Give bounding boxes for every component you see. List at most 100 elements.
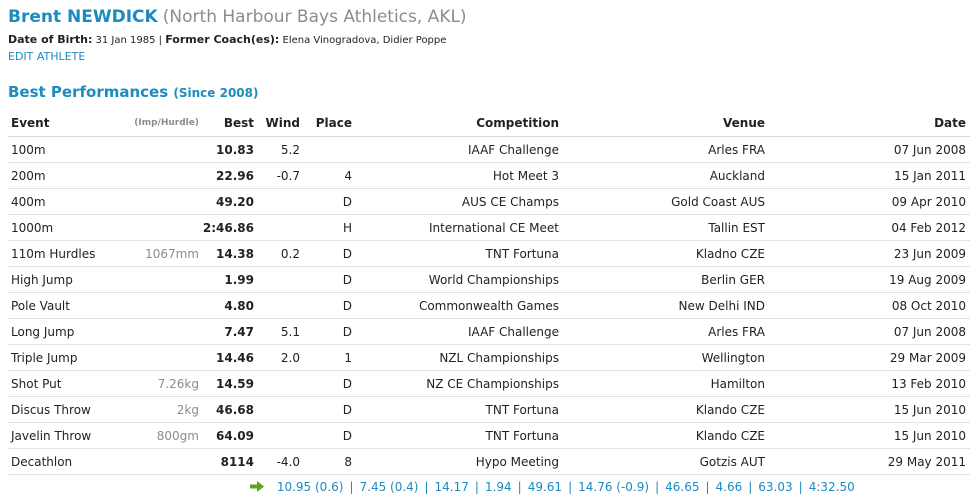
cell-wind: 2.0 — [254, 344, 300, 371]
cell-venue: Kladno CZE — [559, 240, 765, 267]
cell-event: 200m — [8, 162, 121, 189]
cell-imp — [121, 266, 199, 293]
breakdown-value-link[interactable]: 14.76 (-0.9) — [578, 480, 650, 494]
cell-place: D — [300, 188, 352, 215]
cell-competition: Hypo Meeting — [352, 448, 559, 475]
edit-athlete-link[interactable]: EDIT ATHLETE — [8, 50, 86, 63]
cell-imp: 800gm — [121, 422, 199, 449]
header-wind: Wind — [254, 110, 300, 137]
cell-venue: Tallin EST — [559, 214, 765, 241]
header-venue: Venue — [559, 110, 765, 137]
breakdown-value-link[interactable]: 14.17 — [434, 480, 469, 494]
cell-imp — [121, 188, 199, 215]
cell-date: 07 Jun 2008 — [765, 136, 970, 163]
cell-place: D — [300, 422, 352, 449]
breakdown-value-link[interactable]: 46.65 — [665, 480, 700, 494]
arrow-right-icon — [250, 481, 264, 492]
table-row: Decathlon 8114 -4.0 8 Hypo Meeting Gotzis AUT… — [8, 448, 970, 475]
cell-date: 29 May 2011 — [765, 448, 970, 475]
cell-imp — [121, 344, 199, 371]
cell-date: 15 Jun 2010 — [765, 396, 970, 423]
table-row: Discus Throw 2kg 46.68 D TNT Fortuna Klando C… — [8, 396, 970, 423]
dob-value: 31 Jan 1985 — [95, 35, 156, 46]
cell-venue: Klando CZE — [559, 396, 765, 423]
cell-date: 07 Jun 2008 — [765, 318, 970, 345]
cell-competition: TNT Fortuna — [352, 396, 559, 423]
athlete-header: Brent NEWDICK (North Harbour Bays Athlet… — [8, 7, 968, 27]
breakdown-value-link[interactable]: 49.61 — [527, 480, 563, 494]
cell-wind — [254, 214, 300, 241]
decathlon-breakdown: 10.95 (0.6) | 7.45 (0.4) | 14.17 | 1.94 | 49.61 |… — [250, 480, 855, 494]
table-row: 400m 49.20 D AUS CE Champs Gold Coast AUS 09 … — [8, 188, 970, 215]
breakdown-separator: | — [349, 480, 354, 494]
breakdown-value-link[interactable]: 4:32.50 — [808, 480, 855, 494]
cell-wind: 5.1 — [254, 318, 300, 345]
cell-date: 08 Oct 2010 — [765, 292, 970, 319]
cell-event: 400m — [8, 188, 121, 215]
table-row: 1000m 2:46.86 H International CE Meet Tallin… — [8, 214, 970, 241]
breakdown-separator: | — [655, 480, 660, 494]
section-title: Best Performances (Since 2008) — [8, 83, 259, 101]
cell-best: 14.38 — [199, 240, 254, 267]
cell-place: D — [300, 370, 352, 397]
cell-imp: 2kg — [121, 396, 199, 423]
cell-date: 09 Apr 2010 — [765, 188, 970, 215]
header-event: Event — [8, 110, 121, 137]
meta-separator: | — [158, 35, 163, 46]
cell-competition: Commonwealth Games — [352, 292, 559, 319]
performances-table: Event (Imp/Hurdle) Best Wind Place Compe… — [8, 110, 970, 475]
cell-best: 7.47 — [199, 318, 254, 345]
breakdown-value-link[interactable]: 7.45 (0.4) — [359, 480, 419, 494]
cell-wind — [254, 188, 300, 215]
cell-wind — [254, 266, 300, 293]
cell-event: 100m — [8, 136, 121, 163]
cell-place: 1 — [300, 344, 352, 371]
cell-event: Discus Throw — [8, 396, 121, 423]
cell-competition: World Championships — [352, 266, 559, 293]
cell-date: 13 Feb 2010 — [765, 370, 970, 397]
header-competition: Competition — [352, 110, 559, 137]
breakdown-value-link[interactable]: 4.66 — [715, 480, 743, 494]
cell-best: 2:46.86 — [199, 214, 254, 241]
cell-venue: Arles FRA — [559, 318, 765, 345]
cell-best: 14.46 — [199, 344, 254, 371]
cell-event: Javelin Throw — [8, 422, 121, 449]
section-title-text: Best Performances — [8, 83, 169, 101]
breakdown-value-link[interactable]: 1.94 — [484, 480, 512, 494]
cell-venue: Hamilton — [559, 370, 765, 397]
cell-venue: Arles FRA — [559, 136, 765, 163]
cell-venue: New Delhi IND — [559, 292, 765, 319]
cell-best: 64.09 — [199, 422, 254, 449]
athlete-meta: Date of Birth: 31 Jan 1985 | Former Coac… — [8, 33, 446, 46]
breakdown-value-link[interactable]: 63.03 — [758, 480, 793, 494]
cell-competition: TNT Fortuna — [352, 240, 559, 267]
cell-imp — [121, 162, 199, 189]
cell-best: 49.20 — [199, 188, 254, 215]
breakdown-separator: | — [798, 480, 803, 494]
cell-best: 8114 — [199, 448, 254, 475]
cell-date: 23 Jun 2009 — [765, 240, 970, 267]
cell-wind: -4.0 — [254, 448, 300, 475]
breakdown-separator: | — [748, 480, 753, 494]
cell-competition: IAAF Challenge — [352, 318, 559, 345]
cell-competition: TNT Fortuna — [352, 422, 559, 449]
breakdown-value-link[interactable]: 10.95 (0.6) — [276, 480, 344, 494]
cell-imp — [121, 292, 199, 319]
cell-event: Decathlon — [8, 448, 121, 475]
cell-best: 22.96 — [199, 162, 254, 189]
breakdown-separator: | — [705, 480, 710, 494]
cell-imp: 1067mm — [121, 240, 199, 267]
cell-competition: NZL Championships — [352, 344, 559, 371]
table-header-row: Event (Imp/Hurdle) Best Wind Place Compe… — [8, 110, 970, 137]
athlete-name: Brent NEWDICK — [8, 7, 158, 27]
cell-competition: IAAF Challenge — [352, 136, 559, 163]
cell-event: 110m Hurdles — [8, 240, 121, 267]
cell-venue: Gotzis AUT — [559, 448, 765, 475]
table-row: Pole Vault 4.80 D Commonwealth Games New Del… — [8, 292, 970, 319]
cell-best: 46.68 — [199, 396, 254, 423]
breakdown-separator: | — [568, 480, 573, 494]
cell-best: 4.80 — [199, 292, 254, 319]
cell-venue: Gold Coast AUS — [559, 188, 765, 215]
coach-label: Former Coach(es): — [165, 33, 280, 46]
cell-best: 10.83 — [199, 136, 254, 163]
